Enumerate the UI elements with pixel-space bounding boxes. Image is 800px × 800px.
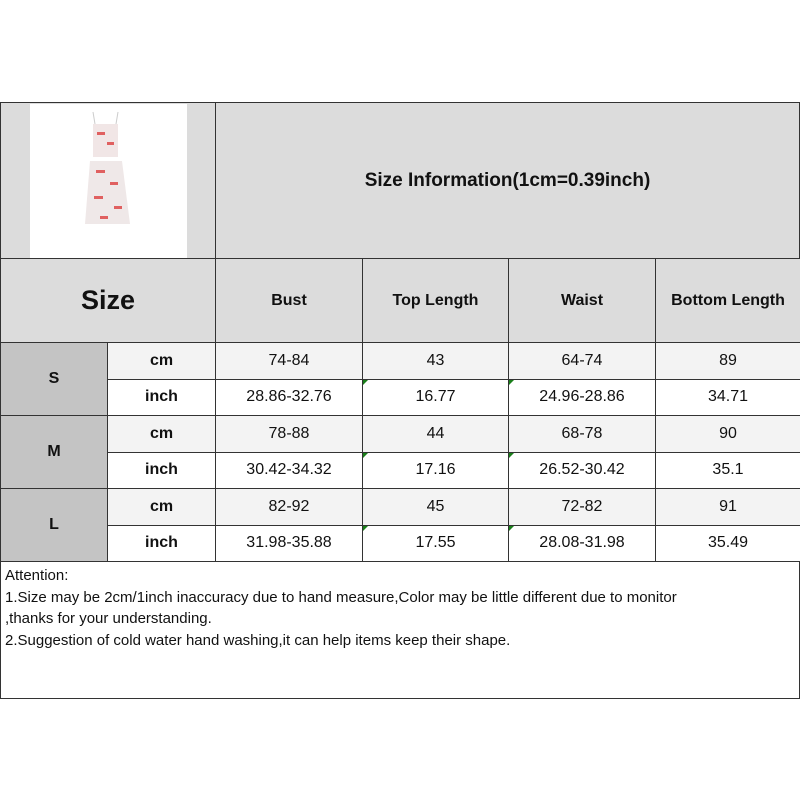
table-cell: 44 bbox=[362, 415, 509, 453]
unit-label: inch bbox=[107, 451, 216, 489]
table-cell: 72-82 bbox=[508, 488, 656, 526]
unit-label: cm bbox=[107, 415, 216, 453]
column-header: Top Length bbox=[362, 258, 509, 343]
table-cell: 26.52-30.42 bbox=[508, 451, 656, 489]
table-cell: 90 bbox=[655, 415, 800, 453]
table-cell: 16.77 bbox=[362, 378, 509, 416]
table-cell: 78-88 bbox=[215, 415, 363, 453]
table-cell: 35.49 bbox=[655, 524, 800, 562]
column-header: Waist bbox=[508, 258, 656, 343]
table-cell: 82-92 bbox=[215, 488, 363, 526]
note-line: ,thanks for your understanding. bbox=[5, 610, 212, 627]
table-cell: 17.55 bbox=[362, 524, 509, 562]
table-cell: 91 bbox=[655, 488, 800, 526]
table-cell: 30.42-34.32 bbox=[215, 451, 363, 489]
unit-label: cm bbox=[107, 342, 216, 380]
table-cell: 74-84 bbox=[215, 342, 363, 380]
table-cell: 28.08-31.98 bbox=[508, 524, 656, 562]
table-cell: 35.1 bbox=[655, 451, 800, 489]
product-photo bbox=[30, 104, 187, 258]
table-cell: 45 bbox=[362, 488, 509, 526]
unit-label: inch bbox=[107, 524, 216, 562]
unit-label: inch bbox=[107, 378, 216, 416]
unit-label: cm bbox=[107, 488, 216, 526]
size-label: S bbox=[0, 342, 108, 416]
note-line: 2.Suggestion of cold water hand washing,… bbox=[5, 631, 511, 649]
table-cell: 17.16 bbox=[362, 451, 509, 489]
table-cell: 34.71 bbox=[655, 378, 800, 416]
table-cell: 24.96-28.86 bbox=[508, 378, 656, 416]
table-cell: 68-78 bbox=[508, 415, 656, 453]
size-header: Size bbox=[0, 258, 216, 343]
table-cell: 64-74 bbox=[508, 342, 656, 380]
note-line: Attention: bbox=[5, 567, 69, 584]
table-title: Size Information(1cm=0.39inch) bbox=[215, 102, 800, 259]
column-header: Bottom Length bbox=[655, 258, 800, 343]
table-cell: 28.86-32.76 bbox=[215, 378, 363, 416]
size-label: L bbox=[0, 488, 108, 562]
column-header: Bust bbox=[215, 258, 363, 343]
note-line: 1.Size may be 2cm/1inch inaccuracy due t… bbox=[5, 588, 677, 606]
table-cell: 43 bbox=[362, 342, 509, 380]
attention-notes: Attention: 1.Size may be 2cm/1inch inacc… bbox=[0, 561, 800, 699]
table-cell: 89 bbox=[655, 342, 800, 380]
size-label: M bbox=[0, 415, 108, 489]
table-cell: 31.98-35.88 bbox=[215, 524, 363, 562]
